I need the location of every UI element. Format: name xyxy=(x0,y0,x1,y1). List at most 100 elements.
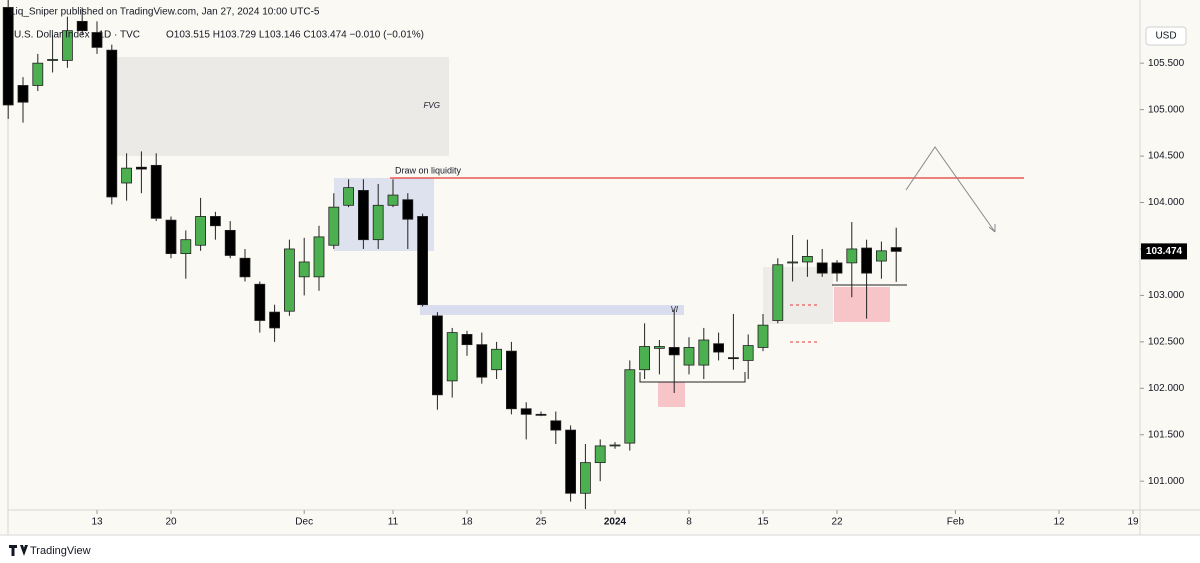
candle-body xyxy=(580,462,591,494)
candle-body xyxy=(742,345,754,361)
publisher: Liq_Sniper published on TradingView.com,… xyxy=(10,7,320,18)
range-line xyxy=(639,372,746,383)
x-tick-label: 2024 xyxy=(604,517,627,528)
liquidity-label: Draw on liquidity xyxy=(395,165,462,175)
candle-body xyxy=(698,339,710,366)
y-tick-label: 101.500 xyxy=(1148,429,1185,440)
candle-body xyxy=(431,315,443,396)
candle-body xyxy=(520,408,532,415)
candle-body xyxy=(195,216,207,246)
candle-body xyxy=(224,229,236,256)
candle-body xyxy=(209,216,221,227)
x-tick-label: 15 xyxy=(757,517,769,528)
candle-body xyxy=(476,344,488,378)
candle-body xyxy=(654,346,665,349)
candle-body xyxy=(846,248,858,264)
x-tick-label: 19 xyxy=(1127,517,1139,528)
x-tick-label: 8 xyxy=(686,517,692,528)
candle-body xyxy=(150,164,162,219)
candle-body xyxy=(550,420,562,431)
candle-body xyxy=(239,257,251,278)
candle-body xyxy=(787,261,798,264)
y-tick-label: 102.000 xyxy=(1148,383,1185,394)
last-price-label: 103.474 xyxy=(1146,246,1183,257)
candle-body xyxy=(816,262,828,274)
candle-body xyxy=(254,283,266,321)
candle-body xyxy=(298,261,310,278)
vi-box xyxy=(420,305,684,315)
y-tick-label: 103.000 xyxy=(1148,290,1185,301)
last-price-box xyxy=(1141,243,1187,260)
pink-zone xyxy=(658,382,685,407)
candle-body xyxy=(757,324,769,348)
candle-body xyxy=(387,194,399,206)
candle-body xyxy=(683,347,695,366)
candle-body xyxy=(876,250,887,262)
candle-body xyxy=(802,255,813,263)
candle-body xyxy=(135,166,147,170)
pink-zone xyxy=(834,287,890,322)
y-tick-label: 105.000 xyxy=(1148,104,1185,115)
symbol-legend: U.S. Dollar Index · 1D · TVC xyxy=(14,30,140,41)
candle-body xyxy=(313,236,325,278)
fvg-label: FVG xyxy=(424,101,440,110)
candle-body xyxy=(372,204,384,241)
candle-body xyxy=(831,262,843,274)
y-tick-label: 105.500 xyxy=(1148,58,1185,69)
currency-button[interactable] xyxy=(1145,26,1187,46)
x-tick-label: 12 xyxy=(1053,517,1065,528)
candle-body xyxy=(535,413,547,416)
candle-body xyxy=(565,429,576,494)
candle-body xyxy=(357,190,369,241)
candle-body xyxy=(713,343,724,353)
candle-body xyxy=(91,32,103,48)
x-tick-label: Feb xyxy=(947,517,965,528)
candle-body xyxy=(594,445,606,464)
x-tick-label: 18 xyxy=(461,517,473,528)
candle-body xyxy=(17,85,29,103)
x-tick-label: 20 xyxy=(165,517,177,528)
candle-body xyxy=(890,247,902,252)
candle-body xyxy=(121,167,132,184)
candle-body xyxy=(402,199,414,220)
candle-body xyxy=(461,334,473,346)
candle-body xyxy=(668,347,680,356)
candle-body xyxy=(343,187,355,206)
candle-body xyxy=(283,248,295,312)
candle-body xyxy=(62,30,73,61)
candle-body xyxy=(165,219,177,255)
projection-arrow xyxy=(905,146,996,233)
x-tick-label: 11 xyxy=(388,517,399,528)
x-tick-label: 13 xyxy=(91,517,103,528)
x-tick-label: Dec xyxy=(295,517,313,528)
brand: TradingView xyxy=(30,545,91,557)
plot-area xyxy=(8,0,1140,510)
x-tick-label: 25 xyxy=(535,517,547,528)
candle-body xyxy=(47,59,58,61)
candle-body xyxy=(269,311,281,329)
candle-body xyxy=(446,332,458,382)
y-tick-label: 104.500 xyxy=(1148,151,1185,162)
y-tick-label: 104.000 xyxy=(1148,197,1185,208)
candle-body xyxy=(861,247,872,274)
candle-body xyxy=(76,20,88,32)
y-tick-label: 101.000 xyxy=(1148,476,1185,487)
brand-logo xyxy=(9,545,28,556)
candle-body xyxy=(180,239,192,255)
candle-body xyxy=(639,346,650,371)
candle-body xyxy=(505,350,517,410)
candle-body xyxy=(772,264,784,321)
currency-label[interactable]: USD xyxy=(1155,31,1176,42)
candle-body xyxy=(106,49,118,198)
candle-body xyxy=(624,369,636,444)
candle-body xyxy=(328,206,340,246)
y-tick-label: 102.500 xyxy=(1148,336,1185,347)
candle-body xyxy=(417,216,429,306)
candle-body xyxy=(2,7,14,106)
candle-body xyxy=(609,444,621,447)
candle-body xyxy=(491,348,503,371)
candle-body xyxy=(728,357,739,360)
x-tick-label: 22 xyxy=(831,517,843,528)
candle-body xyxy=(32,62,44,86)
